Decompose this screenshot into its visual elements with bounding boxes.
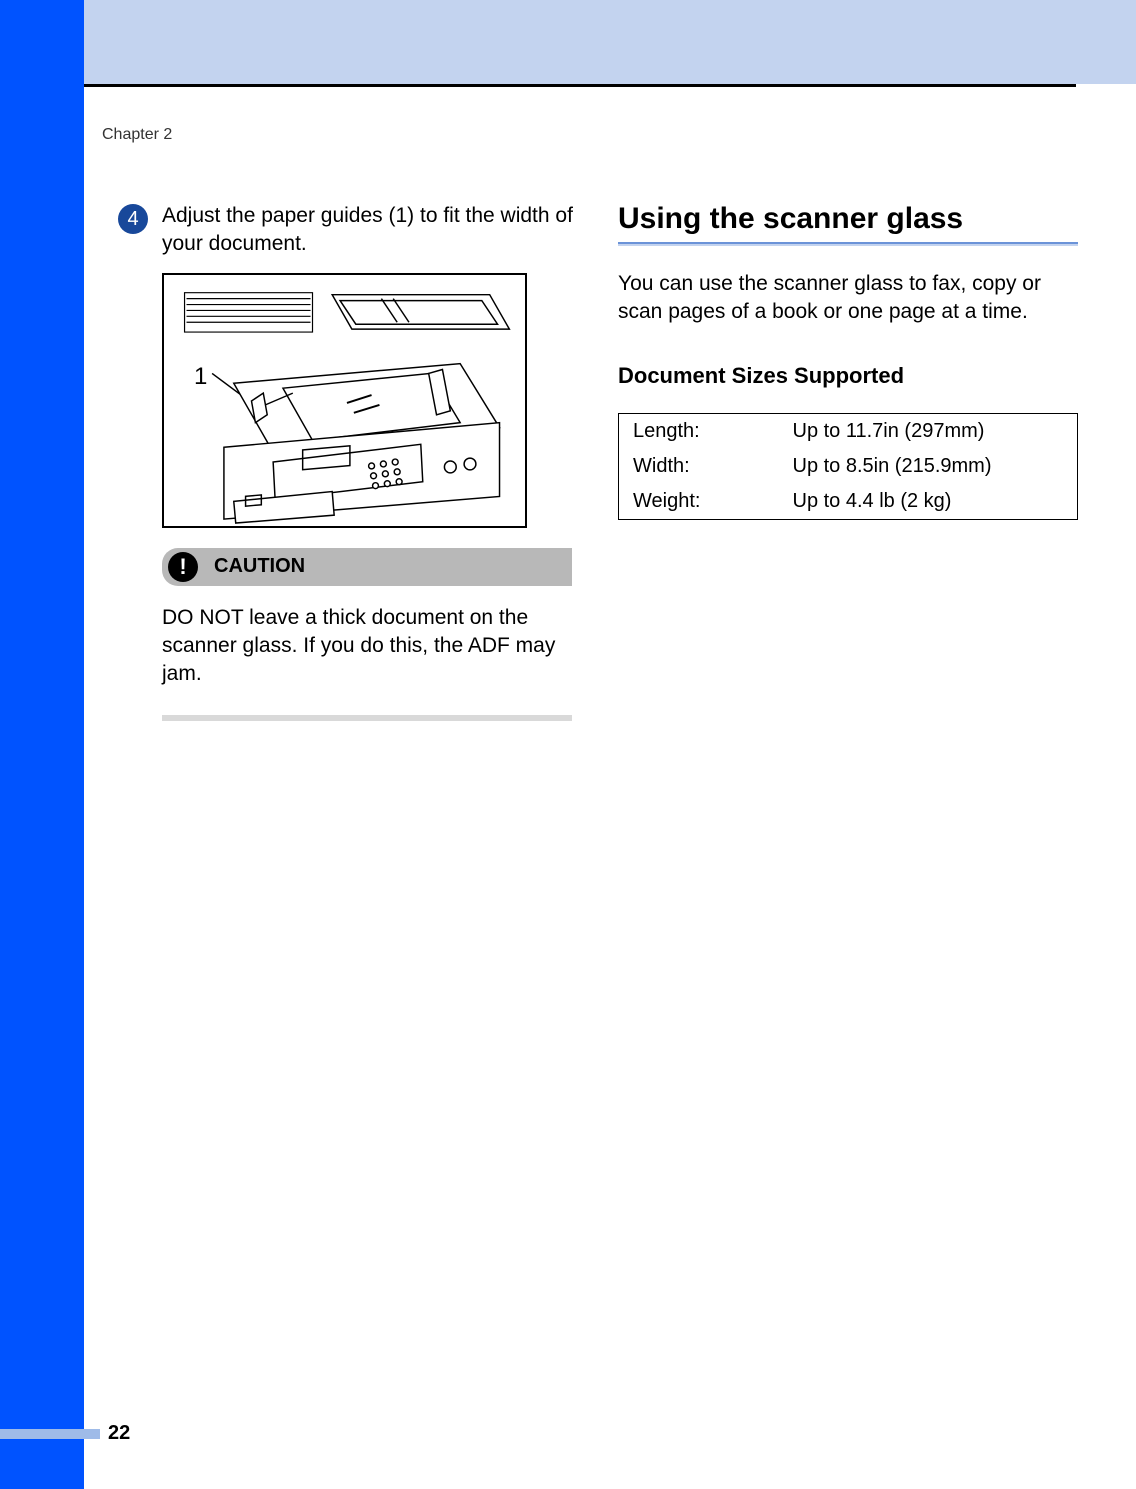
- footer-accent-bar: [0, 1429, 100, 1439]
- page-footer: 22: [0, 1422, 130, 1445]
- step-number-badge: 4: [118, 204, 148, 234]
- table-row: Weight: Up to 4.4 lb (2 kg): [619, 484, 1078, 520]
- section-intro: You can use the scanner glass to fax, co…: [618, 270, 1078, 327]
- left-section-end-rule: [162, 715, 572, 721]
- callout-1: 1: [194, 363, 207, 391]
- spec-value: Up to 8.5in (215.9mm): [779, 449, 1078, 484]
- content-columns: 4 Adjust the paper guides (1) to fit the…: [118, 202, 1078, 721]
- chapter-label: Chapter 2: [102, 126, 172, 144]
- table-row: Width: Up to 8.5in (215.9mm): [619, 449, 1078, 484]
- printer-svg: [164, 275, 525, 526]
- step-4: 4 Adjust the paper guides (1) to fit the…: [118, 202, 578, 259]
- specs-table: Length: Up to 11.7in (297mm) Width: Up t…: [618, 413, 1078, 520]
- header-band: [84, 0, 1136, 84]
- table-row: Length: Up to 11.7in (297mm): [619, 413, 1078, 449]
- heading-underline: [618, 242, 1078, 246]
- header-rule: [84, 84, 1076, 87]
- spec-label: Length:: [619, 413, 779, 449]
- left-blue-sidebar: [0, 0, 84, 1489]
- page-number: 22: [108, 1422, 130, 1445]
- caution-label: CAUTION: [214, 555, 305, 578]
- caution-text: DO NOT leave a thick document on the sca…: [162, 604, 572, 689]
- step-text: Adjust the paper guides (1) to fit the w…: [162, 202, 578, 259]
- caution-bar: ! CAUTION: [162, 548, 572, 586]
- subsection-heading: Document Sizes Supported: [618, 363, 1078, 389]
- left-column: 4 Adjust the paper guides (1) to fit the…: [118, 202, 578, 721]
- spec-label: Weight:: [619, 484, 779, 520]
- caution-icon: !: [168, 552, 198, 582]
- spec-value: Up to 4.4 lb (2 kg): [779, 484, 1078, 520]
- spec-value: Up to 11.7in (297mm): [779, 413, 1078, 449]
- printer-illustration: 1: [162, 273, 527, 528]
- spec-label: Width:: [619, 449, 779, 484]
- right-column: Using the scanner glass You can use the …: [618, 202, 1078, 721]
- section-heading: Using the scanner glass: [618, 202, 1078, 236]
